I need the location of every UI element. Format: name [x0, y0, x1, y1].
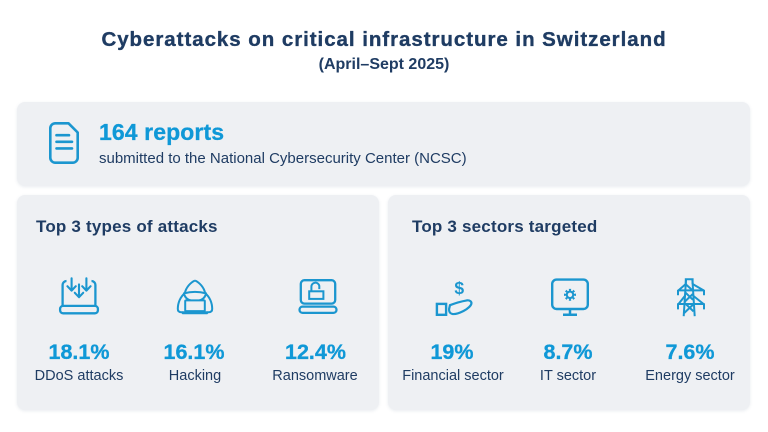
svg-text:$: $ [454, 278, 464, 298]
